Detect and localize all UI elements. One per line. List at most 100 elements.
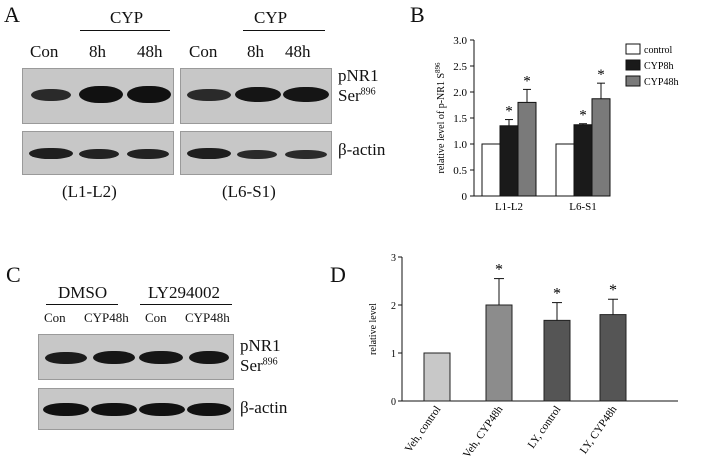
legend-label: CYP48h [644, 77, 678, 88]
band [29, 148, 73, 159]
dmso-group-label: DMSO [58, 283, 108, 302]
significance-star: * [553, 286, 561, 303]
y-tick-label: 2 [391, 301, 396, 312]
dmso-group-line [46, 304, 118, 305]
y-tick-label: 3.0 [453, 35, 467, 47]
lane-label-c-1: Con [44, 310, 66, 325]
legend-swatch [625, 43, 641, 55]
band [187, 89, 231, 101]
lane-label-c-2: CYP48h [84, 310, 129, 325]
actin-label-c: β-actin [240, 398, 288, 417]
lane-label-c-4: CYP48h [185, 310, 230, 325]
blot-actin-l1l2 [22, 131, 174, 175]
region-label-l1l2: (L1-L2) [62, 182, 117, 201]
band [127, 149, 169, 159]
bar [599, 314, 627, 402]
lane-label-8h-left: 8h [89, 42, 106, 61]
x-tick-label: LY, CYP48h [578, 403, 620, 456]
y-tick-label: 0 [462, 191, 468, 203]
band [79, 149, 119, 159]
y-axis-label: relative level [368, 303, 379, 355]
band [139, 403, 185, 416]
bar [481, 143, 501, 197]
y-tick-label: 2.0 [453, 87, 467, 99]
band [93, 351, 135, 364]
ly-group-line [140, 304, 232, 305]
bar [543, 319, 571, 402]
x-tick-label: L6-S1 [569, 201, 597, 213]
band [285, 150, 327, 159]
band [139, 351, 183, 364]
band [91, 403, 137, 416]
panel-c-letter: C [6, 262, 21, 287]
region-label-l6s1: (L6-S1) [222, 182, 276, 201]
band [45, 352, 87, 364]
bar [499, 125, 519, 197]
lane-label-con-right: Con [189, 42, 218, 61]
bar [517, 101, 537, 197]
significance-star: * [597, 67, 605, 83]
bar [485, 304, 513, 402]
blot-pnr1-c [38, 334, 234, 380]
lane-label-c-3: Con [145, 310, 167, 325]
legend-swatch [625, 75, 641, 87]
x-tick-label: Veh, CYP48h [461, 403, 506, 460]
lane-label-48h-right: 48h [285, 42, 311, 61]
blot-pnr1-l1l2 [22, 68, 174, 124]
legend-label: CYP8h [644, 61, 673, 72]
band [127, 86, 171, 103]
y-tick-label: 0 [391, 397, 396, 408]
significance-star: * [579, 108, 587, 124]
legend-swatch [625, 59, 641, 71]
blot-pnr1-l6s1 [180, 68, 332, 124]
bar [591, 98, 611, 197]
x-tick-label: L1-L2 [495, 201, 523, 213]
y-tick-label: 2.5 [453, 61, 467, 73]
cyp-group-line-right [243, 30, 325, 31]
ser-label-c: Ser896 [240, 356, 278, 375]
band [43, 403, 89, 416]
band [235, 87, 281, 102]
y-tick-label: 0.5 [453, 165, 467, 177]
bar [573, 124, 593, 197]
actin-label-a: β-actin [338, 140, 386, 159]
band [187, 403, 231, 416]
bar [423, 352, 451, 402]
lane-label-8h-right: 8h [247, 42, 264, 61]
x-tick-label: LY, control [526, 404, 564, 451]
significance-star: * [609, 282, 617, 299]
pnr1-label-a: pNR1 [338, 66, 379, 85]
ly-group-label: LY294002 [148, 283, 220, 302]
panel-b-letter: B [410, 2, 425, 27]
y-axis-label: relative level of p-NR1 S896 [434, 62, 447, 174]
band [283, 87, 329, 102]
y-tick-label: 1.5 [453, 113, 467, 125]
band [187, 148, 231, 159]
ser-label-a: Ser896 [338, 86, 376, 105]
blot-actin-c [38, 388, 234, 430]
y-tick-label: 1.0 [453, 139, 467, 151]
legend-label: control [644, 45, 673, 56]
chart-b: 0 0.5 1.0 1.5 2.0 2.5 3.0 relative level of p-N… [434, 35, 678, 213]
cyp-group-label-right: CYP [254, 8, 288, 27]
lane-label-48h-left: 48h [137, 42, 163, 61]
panel-d-letter: D [330, 262, 346, 287]
y-tick-label: 3 [391, 253, 396, 264]
significance-star: * [505, 104, 513, 120]
blot-actin-l6s1 [180, 131, 332, 175]
band [31, 89, 71, 101]
band [237, 150, 277, 159]
y-tick-label: 1 [391, 349, 396, 360]
bar [555, 143, 575, 197]
pnr1-label-c: pNR1 [240, 336, 281, 355]
cyp-group-label-left: CYP [110, 8, 144, 27]
band [189, 351, 229, 364]
band [79, 86, 123, 103]
significance-star: * [523, 73, 531, 89]
lane-label-con-left: Con [30, 42, 59, 61]
panel-a-letter: A [4, 2, 20, 27]
x-tick-label: Veh, control [403, 404, 444, 455]
significance-star: * [495, 262, 503, 279]
chart-d: 0 1 2 3 relative level Veh, control * Veh, CYP4… [368, 253, 678, 460]
cyp-group-line-left [80, 30, 170, 31]
